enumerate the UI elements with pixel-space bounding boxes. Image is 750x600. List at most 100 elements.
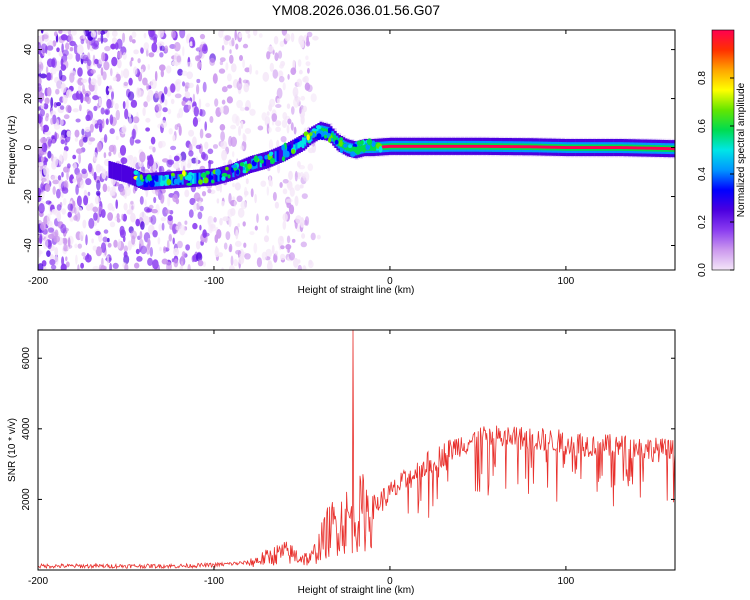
- spectrogram-noise-blob: [300, 95, 306, 101]
- spectrogram-noise-blob: [172, 162, 180, 169]
- spectrogram-noise-blob: [212, 73, 218, 84]
- spectrogram-noise-blob: [81, 78, 88, 83]
- spectrogram-noise-blob: [170, 83, 176, 93]
- spectrogram-noise-blob: [102, 236, 108, 243]
- spectrogram-ridge-cell: [632, 146, 635, 150]
- spectrogram-noise-blob: [162, 107, 168, 113]
- spectrogram-noise-blob: [160, 69, 164, 78]
- spectrogram-noise-blob: [39, 97, 43, 104]
- spectrogram-ridge-cell: [440, 144, 443, 148]
- spectrogram-noise-blob: [93, 40, 100, 47]
- spectrogram-noise-blob: [222, 216, 229, 222]
- spectrogram-noise-blob: [167, 159, 175, 165]
- spectrogram-noise-blob: [67, 237, 71, 248]
- spectrogram-noise-blob: [122, 101, 126, 109]
- spectrogram-noise-blob: [208, 223, 213, 234]
- spectrogram-noise-blob: [74, 129, 80, 138]
- spectrogram-ridge-cell: [524, 145, 528, 149]
- spectrogram-ridge-cell: [600, 146, 604, 149]
- spectrogram-noise-blob: [163, 86, 168, 95]
- spectrogram-ridge-cell: [121, 164, 124, 182]
- colorbar-tick-label: 0.8: [697, 71, 708, 85]
- spectrogram-noise-blob: [46, 58, 54, 68]
- spectrogram-noise-blob: [307, 163, 314, 171]
- spectrogram-noise-blob: [299, 106, 302, 114]
- spectrogram-noise-blob: [134, 262, 140, 269]
- spectrogram-noise-blob: [240, 120, 244, 129]
- spectrogram-noise-blob: [242, 221, 246, 227]
- spectrogram-noise-blob: [155, 103, 162, 112]
- spectrogram-noise-blob: [147, 89, 154, 101]
- spectrogram-noise-blob: [46, 213, 51, 223]
- spectrogram-noise-blob: [85, 114, 91, 122]
- spectrogram-marks: [38, 30, 675, 270]
- spectrogram-noise-blob: [180, 255, 184, 267]
- spectrogram-ridge-cell: [414, 144, 418, 148]
- spectrogram-ridge-cell: [238, 163, 241, 175]
- spectrogram-noise-blob: [103, 229, 109, 234]
- spectrogram-noise-blob: [125, 99, 129, 110]
- spectrogram-noise-blob: [185, 244, 191, 251]
- spectrogram-noise-blob: [49, 259, 56, 266]
- spectrogram-ridge-cell: [469, 144, 473, 148]
- spectrogram-noise-blob: [254, 225, 258, 231]
- spectrogram-noise-blob: [76, 195, 82, 207]
- spectrogram-ridge-cell: [471, 144, 475, 148]
- spectrogram-noise-blob: [186, 71, 193, 80]
- spectrogram-noise-blob: [154, 70, 158, 82]
- spectrogram-noise-blob: [140, 245, 147, 255]
- spectrogram-ridge-cell: [371, 144, 374, 151]
- spectrogram-ridge-cell: [412, 144, 416, 148]
- spectrogram-ridge-cell: [446, 144, 449, 148]
- spectrogram-noise-blob: [146, 83, 150, 91]
- spectrogram-noise-blob: [127, 91, 135, 101]
- spectrogram-y-axis: -40 -20 0 20 40: [23, 44, 675, 253]
- spectrogram-noise-blob: [154, 90, 159, 99]
- spectrogram-noise-blob: [63, 114, 70, 120]
- spectrogram-noise-blob: [158, 165, 162, 173]
- spectrogram-noise-blob: [133, 66, 138, 75]
- spectrogram-noise-blob: [69, 40, 76, 47]
- spectrogram-noise-blob: [82, 136, 88, 143]
- spectrogram-noise-blob: [179, 30, 186, 39]
- spectrogram-ridge-cell: [289, 144, 292, 156]
- spectrogram-noise-blob: [107, 212, 113, 221]
- spectrogram-noise-blob: [150, 136, 156, 145]
- spectrogram-noise-blob: [219, 60, 224, 66]
- spectrogram-noise-blob: [80, 38, 85, 45]
- spectrogram-noise-blob: [130, 57, 134, 62]
- spectrogram-noise-blob: [80, 262, 84, 269]
- spectrogram-noise-blob: [123, 81, 129, 86]
- spectrogram-noise-blob: [207, 148, 214, 155]
- spectrogram-noise-blob: [178, 125, 182, 136]
- spectrogram-ridge-blob: [339, 140, 343, 147]
- y-tick-label: 20: [23, 93, 34, 105]
- spectrogram-noise-blob: [102, 37, 108, 43]
- spectrogram-noise-blob: [46, 72, 52, 81]
- spectrogram-ridge-blob: [133, 170, 139, 176]
- spectrogram-noise-blob: [152, 259, 159, 270]
- spectrogram-noise-blob: [168, 233, 172, 242]
- spectrogram-noise-blob: [55, 88, 60, 95]
- spectrogram-noise-blob: [242, 59, 246, 69]
- spectrogram-noise-blob: [225, 231, 231, 241]
- spectrogram-noise-blob: [85, 234, 88, 246]
- spectrogram-noise-blob: [255, 70, 259, 75]
- spectrogram-ridge-blob: [270, 157, 275, 165]
- spectrogram-ridge-cell: [670, 147, 673, 151]
- spectrogram-noise-blob: [100, 242, 107, 254]
- spectrogram-noise-blob: [184, 189, 190, 198]
- spectrogram-ridge-blob: [242, 169, 247, 174]
- spectrogram-noise-blob: [119, 188, 126, 196]
- spectrogram-ridge-blob: [221, 172, 228, 178]
- spectrogram-noise-blob: [103, 134, 108, 143]
- spectrogram-noise-blob: [62, 30, 69, 34]
- spectrogram-noise-blob: [112, 185, 116, 197]
- spectrogram-ridge-cell: [255, 157, 258, 169]
- spectrogram-noise-blob: [188, 150, 194, 157]
- spectrogram-noise-blob: [112, 76, 117, 82]
- spectrogram-ridge-blob: [160, 180, 167, 184]
- spectrogram-noise-blob: [294, 195, 299, 207]
- spectrogram-noise-blob: [268, 176, 272, 187]
- spectrogram-noise-blob: [145, 127, 151, 132]
